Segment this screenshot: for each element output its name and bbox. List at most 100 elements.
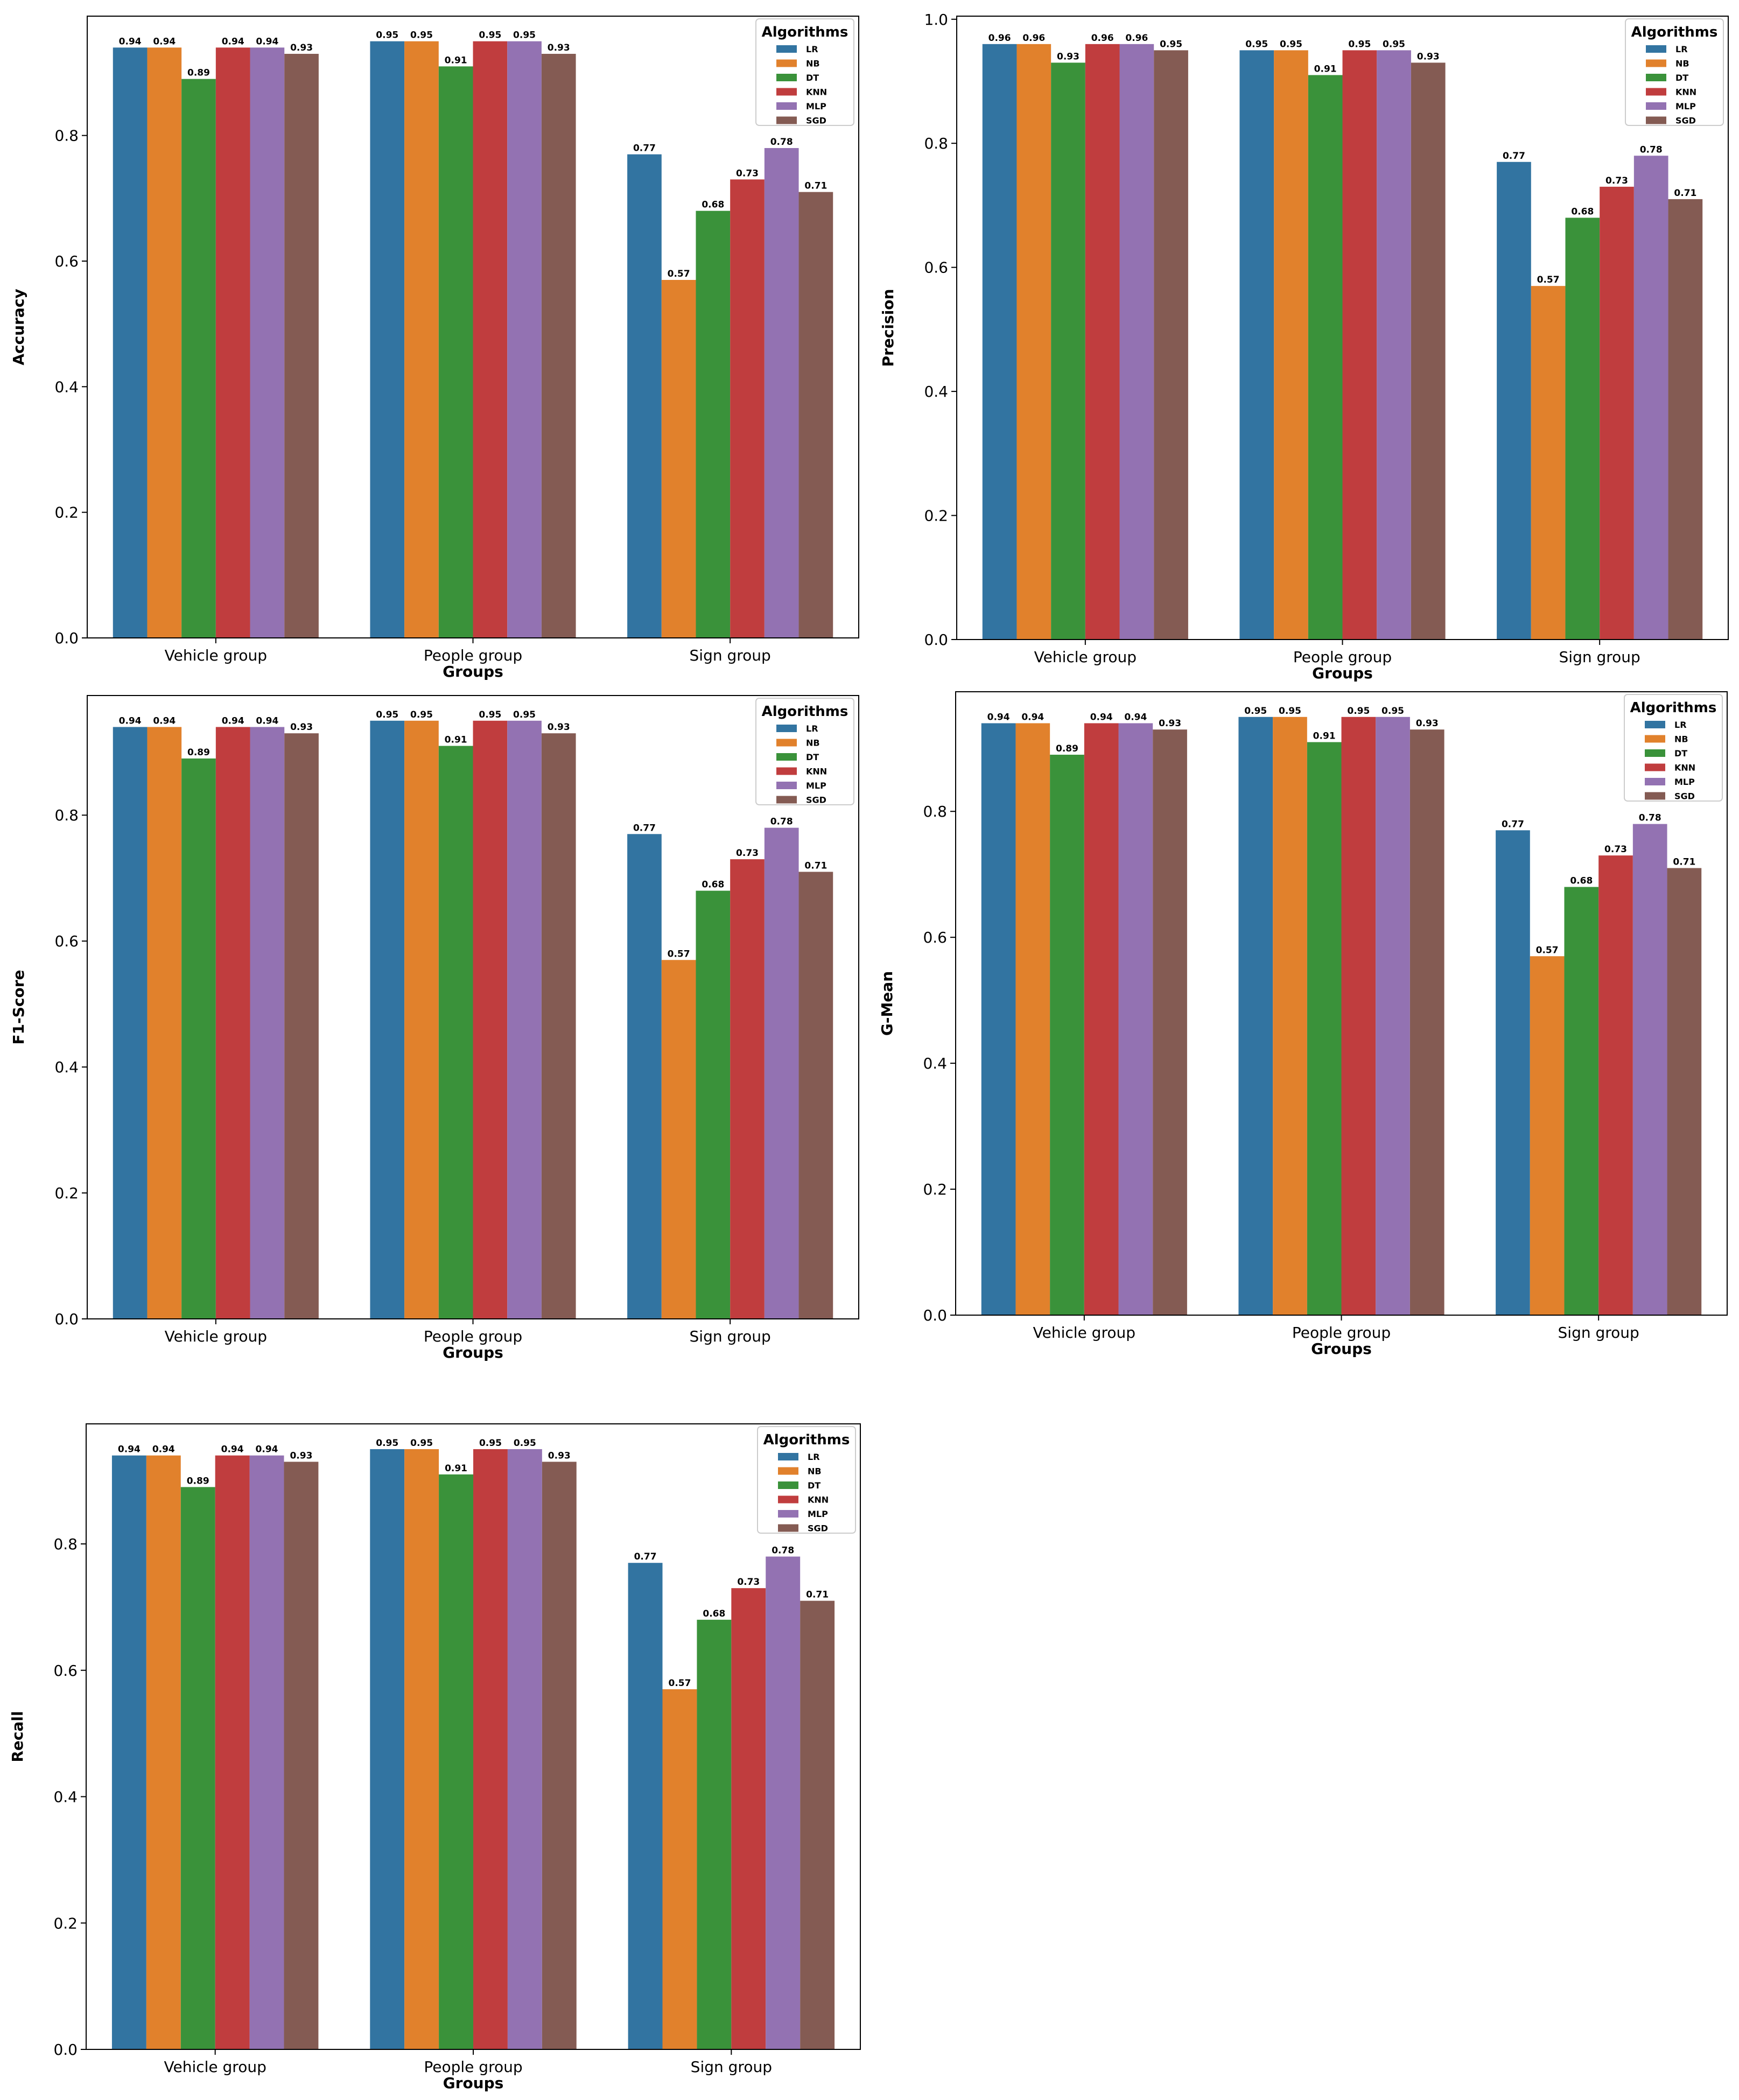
- value-label: 0.93: [1417, 51, 1440, 62]
- bar-lr-vehicle-group: [113, 727, 148, 1319]
- value-label: 0.94: [119, 36, 142, 47]
- x-tick-label: People group: [1292, 1324, 1391, 1342]
- legend-swatch-nb: [776, 739, 797, 747]
- chart-panel-f1-score: 0.94 0.95 0.77 0.94 0.95 0.57 0.89 0.91 0.68 0.94…: [10, 695, 859, 1361]
- x-tick-label: Vehicle group: [1033, 1324, 1135, 1342]
- bar-mlp-people-group: [507, 41, 542, 638]
- bar-sgd-vehicle-group: [284, 54, 319, 638]
- bar-nb-vehicle-group: [147, 727, 182, 1319]
- value-label: 0.57: [1536, 945, 1559, 956]
- y-tick-label: 0.6: [53, 1662, 78, 1680]
- value-label: 0.95: [513, 710, 536, 720]
- value-label: 0.91: [1314, 64, 1337, 74]
- y-axis-label: F1-Score: [10, 970, 27, 1044]
- x-tick-label: Vehicle group: [165, 647, 267, 664]
- bar-dt-sign-group: [696, 890, 731, 1319]
- value-label: 0.89: [187, 1476, 209, 1486]
- y-tick-label: 0.2: [923, 1181, 947, 1198]
- y-tick-label: 0.2: [53, 1914, 78, 1932]
- bar-mlp-vehicle-group: [250, 47, 285, 638]
- bar-mlp-sign-group: [766, 1556, 801, 2049]
- x-tick-label: Vehicle group: [1034, 648, 1137, 666]
- value-label: 0.78: [1640, 144, 1663, 155]
- legend-title: Algorithms: [1631, 24, 1718, 40]
- legend-swatch-knn: [778, 1495, 798, 1504]
- x-tick-label: Vehicle group: [165, 1328, 267, 1345]
- y-tick-label: 0.8: [924, 135, 948, 152]
- value-label: 0.95: [1279, 706, 1301, 717]
- bar-knn-people-group: [1342, 50, 1377, 640]
- legend-swatch-lr: [778, 1453, 798, 1460]
- value-label: 0.78: [1639, 813, 1661, 824]
- value-label: 0.94: [221, 1444, 244, 1455]
- bar-nb-sign-group: [661, 960, 696, 1319]
- value-label: 0.95: [1383, 39, 1405, 50]
- value-label: 0.71: [804, 861, 827, 872]
- value-label: 0.94: [153, 36, 176, 47]
- value-label: 0.57: [1537, 275, 1560, 285]
- legend-swatch-sgd: [1646, 116, 1666, 124]
- legend-label-sgd: SGD: [1674, 791, 1695, 802]
- value-label: 0.77: [633, 143, 656, 154]
- bar-knn-sign-group: [1600, 186, 1634, 640]
- legend-swatch-dt: [1646, 74, 1666, 81]
- y-tick-label: 0.4: [924, 383, 948, 401]
- legend-label-nb: NB: [1674, 734, 1688, 745]
- x-tick-label: People group: [424, 2058, 522, 2076]
- value-label: 0.89: [187, 68, 210, 79]
- value-label: 0.71: [1674, 188, 1696, 199]
- value-label: 0.96: [1125, 33, 1148, 44]
- bar-dt-vehicle-group: [1051, 62, 1085, 640]
- value-label: 0.95: [1160, 39, 1182, 50]
- value-label: 0.91: [445, 55, 467, 66]
- legend-title: Algorithms: [762, 704, 849, 720]
- value-label: 0.91: [1313, 731, 1336, 742]
- bar-sgd-sign-group: [1667, 868, 1702, 1315]
- x-tick-label: Sign group: [1559, 648, 1640, 666]
- bar-nb-sign-group: [1530, 956, 1565, 1315]
- x-tick-label: Sign group: [1558, 1324, 1639, 1342]
- legend-label-knn: KNN: [806, 87, 827, 97]
- legend-swatch-nb: [1645, 735, 1665, 743]
- value-label: 0.71: [804, 181, 827, 192]
- x-axis-label: Groups: [443, 663, 503, 680]
- y-tick-label: 0.8: [54, 806, 79, 824]
- value-label: 0.78: [770, 137, 793, 148]
- legend-label-lr: LR: [1675, 44, 1688, 54]
- bar-dt-people-group: [1308, 75, 1343, 640]
- bar-dt-people-group: [438, 66, 473, 638]
- legend-label-lr: LR: [808, 1452, 820, 1462]
- value-label: 0.73: [736, 848, 759, 859]
- value-label: 0.95: [479, 1438, 502, 1449]
- value-label: 0.93: [290, 722, 313, 733]
- y-tick-label: 0.2: [924, 507, 948, 525]
- x-axis-label: Groups: [443, 2074, 504, 2092]
- value-label: 0.68: [703, 1609, 725, 1619]
- value-label: 0.94: [118, 1444, 141, 1455]
- legend-label-nb: NB: [808, 1466, 822, 1477]
- value-label: 0.95: [1382, 706, 1404, 717]
- bar-nb-sign-group: [661, 280, 696, 638]
- bar-sgd-people-group: [1411, 62, 1446, 640]
- x-tick-label: Vehicle group: [164, 2058, 266, 2076]
- bar-mlp-people-group: [1377, 50, 1411, 640]
- value-label: 0.93: [290, 1450, 312, 1461]
- bar-knn-people-group: [473, 720, 508, 1319]
- bar-lr-vehicle-group: [981, 723, 1016, 1315]
- value-label: 0.95: [1245, 39, 1268, 50]
- value-label: 0.95: [1347, 706, 1370, 717]
- bar-nb-people-group: [1273, 717, 1307, 1315]
- x-tick-label: Sign group: [691, 2058, 772, 2076]
- bar-nb-people-group: [404, 1449, 439, 2049]
- value-label: 0.94: [222, 36, 244, 47]
- legend-title: Algorithms: [762, 24, 849, 40]
- bar-knn-sign-group: [731, 1588, 766, 2049]
- legend-swatch-lr: [776, 45, 797, 53]
- x-axis-label: Groups: [1311, 1340, 1372, 1358]
- legend-label-nb: NB: [806, 738, 820, 748]
- legend: Algorithms LR NB DT KNN MLP SGD: [755, 18, 854, 126]
- bar-lr-vehicle-group: [111, 1455, 146, 2049]
- y-tick-label: 0.0: [54, 629, 79, 647]
- legend-swatch-sgd: [778, 1524, 798, 1532]
- value-label: 0.95: [376, 1438, 398, 1449]
